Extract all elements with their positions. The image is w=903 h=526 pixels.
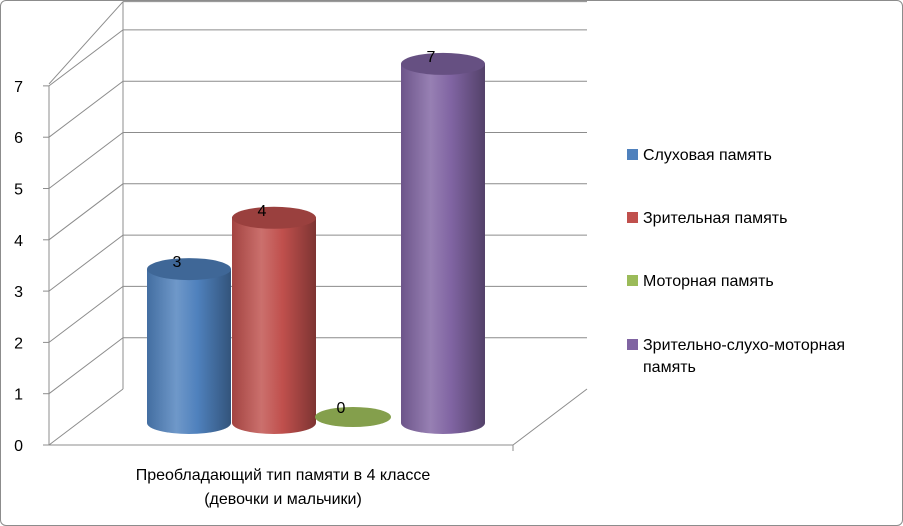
- x-axis-category-label: (девочки и мальчики): [204, 491, 362, 508]
- legend-item: Зрительно-слухо-моторная память: [627, 337, 845, 376]
- data-label: 7: [427, 49, 436, 66]
- bar-1: [147, 258, 231, 434]
- y-tick-label: 1: [14, 387, 23, 404]
- bar-top: [232, 206, 316, 229]
- gridline: [48, 234, 587, 292]
- legend-swatch: [627, 149, 638, 160]
- chart-walls: [48, 1, 588, 451]
- legend-item: Зрительная память: [627, 210, 787, 227]
- y-tick-label: 7: [14, 79, 23, 96]
- y-tick-label: 6: [14, 130, 23, 147]
- gridlines: [48, 1, 587, 395]
- y-tick-label: 2: [14, 335, 23, 352]
- gridline: [48, 80, 587, 138]
- legend-swatch: [627, 212, 638, 223]
- floor-left-edge: [48, 388, 124, 446]
- legend-label: Слуховая память: [643, 147, 772, 164]
- x-axis-category: Преобладающий тип памяти в 4 классе (дево…: [136, 467, 431, 508]
- gridline: [48, 132, 587, 189]
- data-labels: 3 4 0 7: [173, 49, 436, 417]
- y-axis-ticks: 0 1 2 3 4 5 6 7: [14, 79, 49, 455]
- bar-body: [147, 269, 231, 434]
- y-tick-label: 0: [14, 438, 23, 455]
- legend-item: Моторная память: [627, 273, 774, 290]
- y-tick-label: 5: [14, 182, 23, 199]
- legend-label: Зрительная память: [643, 210, 787, 227]
- data-label: 4: [258, 203, 267, 220]
- data-label: 3: [173, 254, 182, 271]
- legend-swatch: [627, 339, 638, 350]
- legend-label: Моторная память: [643, 273, 774, 290]
- bar-2: [232, 206, 316, 434]
- bars: [147, 52, 485, 435]
- legend-item: Слуховая память: [627, 147, 772, 164]
- gridline-top-side: [48, 1, 124, 85]
- gridline: [48, 183, 587, 241]
- gridline: [48, 29, 587, 87]
- legend-label: память: [643, 359, 696, 376]
- gridline: [48, 285, 587, 343]
- gridline: [48, 337, 587, 395]
- data-label: 0: [337, 400, 346, 417]
- legend-label: Зрительно-слухо-моторная: [643, 337, 845, 354]
- x-axis-category-label: Преобладающий тип памяти в 4 классе: [136, 467, 431, 484]
- bar-top: [147, 258, 231, 281]
- bar-top: [401, 52, 485, 75]
- bar-top: [315, 407, 391, 427]
- legend: Слуховая память Зрительная память Моторная…: [627, 147, 845, 376]
- bar-3: [315, 407, 391, 427]
- y-tick-label: 4: [14, 233, 23, 250]
- bar-body: [401, 63, 485, 435]
- y-tick-label: 3: [14, 284, 23, 301]
- bar-body: [232, 217, 316, 434]
- bar-4: [401, 52, 485, 435]
- legend-swatch: [627, 275, 638, 286]
